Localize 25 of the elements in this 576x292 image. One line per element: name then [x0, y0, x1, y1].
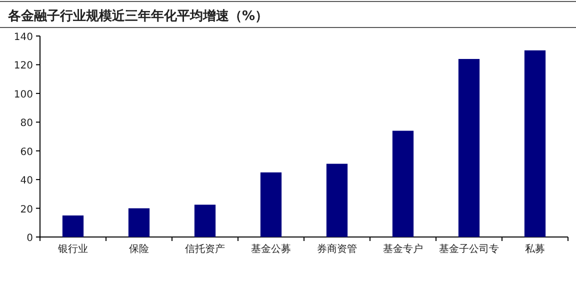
x-tick-label: 私募: [525, 243, 545, 255]
y-tick-label: 140: [14, 32, 33, 43]
x-tick-label: 信托资产: [185, 243, 225, 255]
x-tick-label: 银行业: [57, 243, 88, 255]
bar: [260, 172, 282, 237]
y-tick-label: 0: [26, 233, 33, 244]
y-tick-label: 80: [20, 118, 33, 130]
bar: [524, 50, 546, 237]
bar: [326, 164, 348, 237]
chart-title: 各金融子行业规模近三年年化平均增速（%）: [7, 8, 268, 24]
y-tick-label: 120: [14, 60, 33, 72]
bar: [194, 204, 216, 237]
x-tick-label: 券商资管: [317, 243, 357, 255]
bar: [458, 58, 480, 237]
x-tick-label: 基金公募: [251, 243, 291, 255]
bar: [392, 130, 414, 237]
x-tick-label: 保险: [129, 243, 149, 255]
y-tick-label: 20: [20, 204, 33, 216]
y-tick-label: 60: [20, 146, 33, 158]
bar: [128, 208, 150, 237]
bar: [62, 215, 84, 237]
x-tick-label: 基金子公司专: [439, 243, 499, 255]
y-tick-label: 100: [14, 89, 33, 100]
y-tick-label: 40: [20, 176, 33, 187]
x-tick-label: 基金专户: [383, 243, 423, 255]
